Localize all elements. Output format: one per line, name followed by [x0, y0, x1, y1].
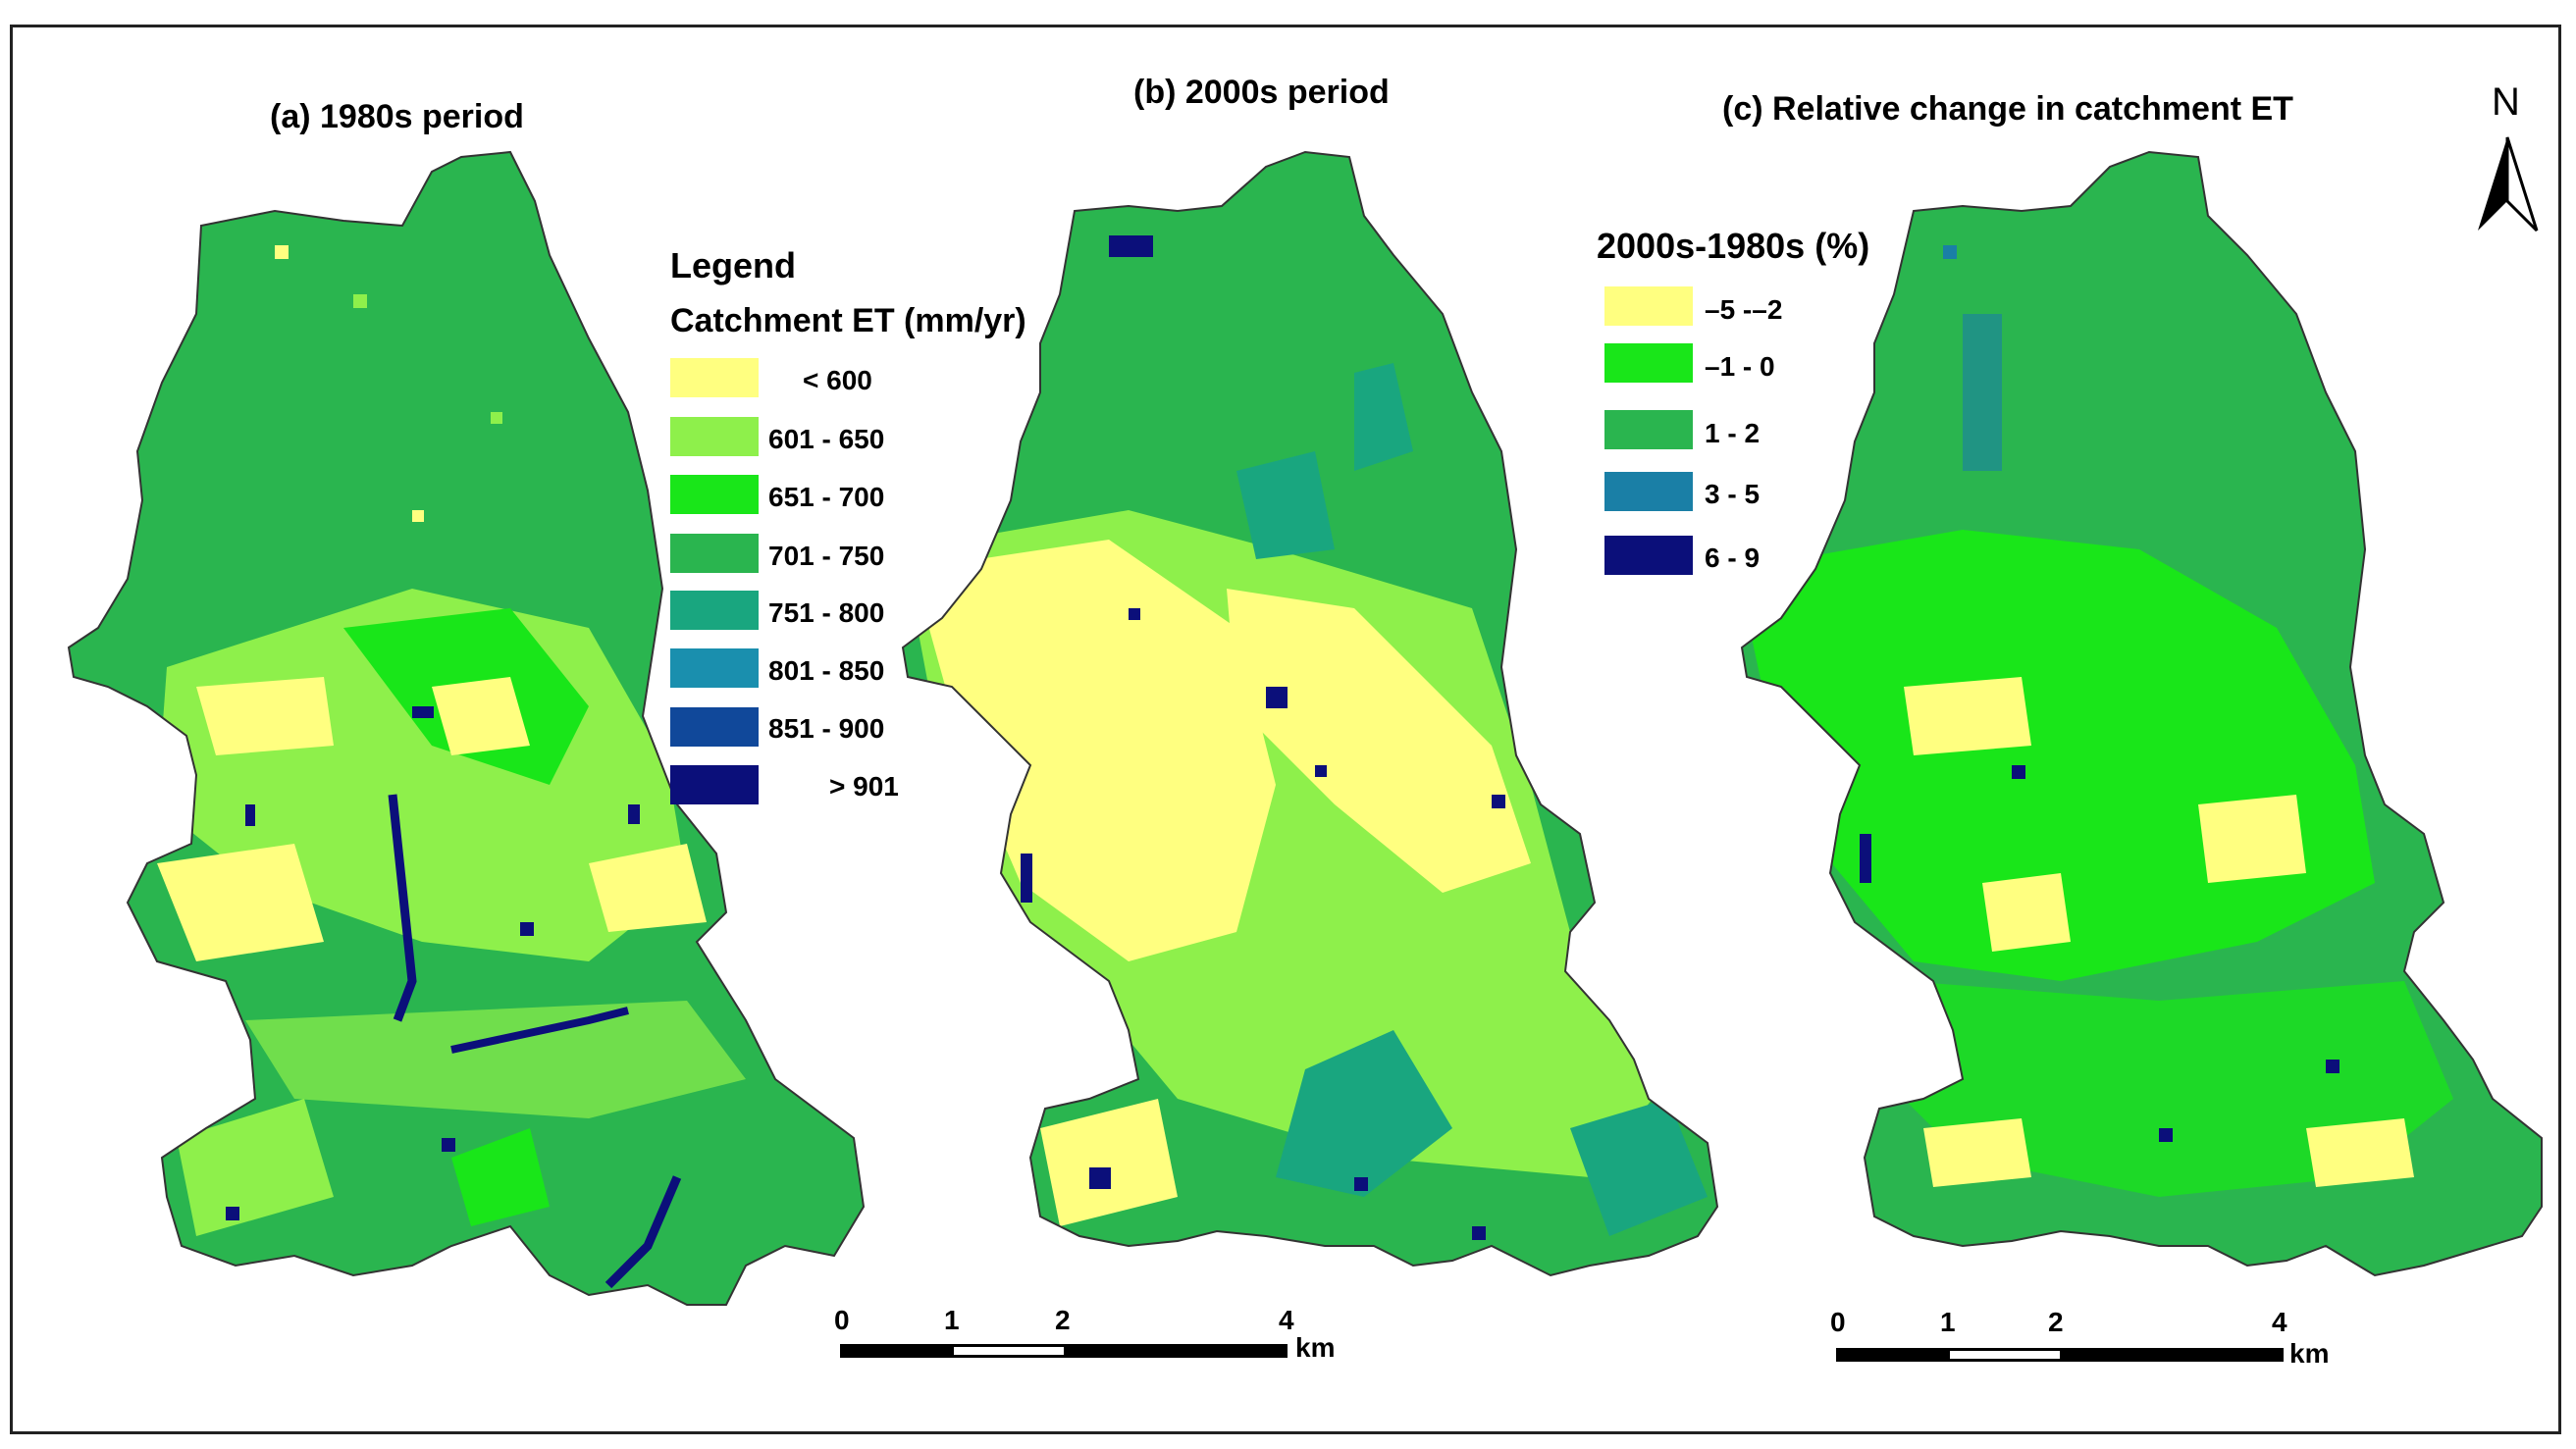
legend-swatch-751-800	[670, 591, 759, 630]
scale1-tick-0: 0	[834, 1305, 850, 1335]
change-label-1: –1 - 0	[1705, 351, 1775, 382]
legend-swatch-gt901	[670, 765, 759, 804]
legend-label-gt901: > 901	[829, 771, 899, 802]
scale2-tick-0: 0	[1830, 1307, 1846, 1337]
legend-swatch-701-750	[670, 534, 759, 573]
legend-label-801-850: 801 - 850	[768, 655, 885, 686]
legend-label-601-650: 601 - 650	[768, 424, 885, 454]
scale1-unit: km	[1295, 1332, 1336, 1363]
change-legend-heading: 2000s-1980s (%)	[1597, 226, 1870, 266]
panel-a-title: (a) 1980s period	[270, 98, 524, 135]
scale2-tick-2: 2	[2048, 1307, 2064, 1337]
legend-label-751-800: 751 - 800	[768, 597, 885, 628]
legend-label-851-900: 851 - 900	[768, 713, 885, 744]
legend-swatch-851-900	[670, 707, 759, 747]
legend-label-lt600: < 600	[803, 365, 872, 395]
change-swatch-2	[1604, 410, 1693, 449]
change-swatch-4	[1604, 536, 1693, 575]
north-arrow-icon	[2478, 136, 2539, 233]
legend-label-651-700: 651 - 700	[768, 482, 885, 512]
scale2-bar	[1836, 1348, 2284, 1362]
legend-label-701-750: 701 - 750	[768, 541, 885, 571]
legend-swatch-801-850	[670, 648, 759, 688]
legend-heading: Legend	[670, 245, 797, 285]
legend-swatch-601-650	[670, 417, 759, 456]
change-swatch-0	[1604, 286, 1693, 326]
legend-swatch-lt600	[670, 358, 759, 397]
panel-c-title: (c) Relative change in catchment ET	[1722, 90, 2293, 128]
scale1-bar	[840, 1344, 1288, 1358]
change-label-2: 1 - 2	[1705, 418, 1761, 448]
change-swatch-3	[1604, 472, 1693, 511]
legend-swatch-651-700	[670, 475, 759, 514]
change-label-4: 6 - 9	[1705, 543, 1761, 573]
change-label-3: 3 - 5	[1705, 479, 1761, 509]
scale1-tick-3: 4	[1279, 1305, 1294, 1335]
legend-subheading: Catchment ET (mm/yr)	[670, 302, 1026, 339]
panel-b-title: (b) 2000s period	[1133, 74, 1390, 111]
change-label-0: –5 -–2	[1705, 294, 1783, 325]
north-label: N	[2492, 80, 2520, 124]
scale2-tick-1: 1	[1940, 1307, 1956, 1337]
change-swatch-1	[1604, 343, 1693, 383]
scale1-tick-2: 2	[1055, 1305, 1071, 1335]
scale1-tick-1: 1	[944, 1305, 960, 1335]
scale2-unit: km	[2289, 1338, 2330, 1369]
scale2-tick-3: 4	[2272, 1307, 2287, 1337]
